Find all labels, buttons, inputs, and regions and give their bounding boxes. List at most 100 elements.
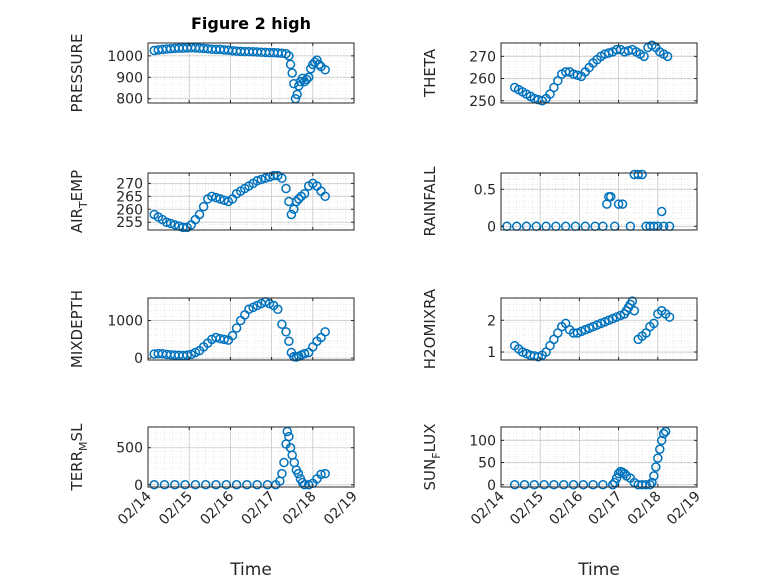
figure-title: Figure 2 high — [191, 14, 311, 33]
y-tick-label: 260 — [116, 202, 143, 218]
data-point — [649, 471, 659, 481]
data-point — [606, 191, 616, 202]
data-point — [549, 480, 559, 490]
subplot-4: 0 0.5 RAINFALL — [421, 166, 698, 236]
data-point — [320, 191, 330, 202]
data-point — [286, 209, 297, 220]
y-axis-label: SUNFLUX — [421, 424, 443, 491]
subplot-5: 0 1000 MIXDEPTH — [68, 290, 355, 368]
data-point — [170, 220, 180, 230]
data-point — [619, 468, 630, 479]
data-point — [656, 435, 667, 446]
data-point — [277, 319, 287, 330]
data-point — [658, 428, 669, 439]
data-point — [604, 48, 614, 58]
data-point — [170, 480, 180, 490]
data-point — [617, 199, 628, 209]
data-point — [211, 480, 221, 490]
data-point — [299, 188, 310, 199]
data-point — [655, 444, 665, 454]
data-point — [639, 51, 649, 62]
axes-box — [500, 426, 698, 488]
data-point — [653, 453, 663, 463]
data-point — [568, 480, 579, 490]
data-point — [260, 173, 271, 183]
data-point — [320, 327, 330, 337]
axes-box — [147, 42, 355, 104]
data-point — [293, 468, 304, 479]
data-point — [281, 183, 291, 194]
data-point — [572, 70, 583, 80]
y-tick-label: 0.5 — [474, 182, 496, 198]
y-tick-label: 250 — [469, 94, 496, 110]
data-point — [320, 468, 330, 479]
data-point — [641, 480, 651, 490]
data-point — [231, 480, 242, 490]
data-point — [178, 222, 188, 233]
y-tick-label: 270 — [469, 49, 496, 65]
data-point — [651, 462, 661, 472]
data-point — [662, 51, 673, 62]
data-point — [289, 78, 299, 89]
data-point — [303, 72, 314, 83]
data-point — [314, 59, 324, 70]
data-point — [299, 348, 310, 359]
axes-box — [147, 172, 355, 231]
y-tick-label: 900 — [116, 70, 143, 86]
data-point — [194, 209, 205, 220]
data-point — [281, 327, 291, 337]
data-point — [529, 480, 540, 490]
data-point — [215, 194, 225, 204]
data-point — [211, 192, 221, 203]
y-axis-label: AIRTEMP — [68, 170, 90, 233]
data-point — [292, 89, 302, 100]
y-tick-label: 500 — [116, 441, 143, 457]
data-point — [649, 318, 659, 329]
x-axis-label: Time — [577, 560, 620, 580]
data-point — [198, 201, 209, 212]
data-point — [252, 480, 262, 490]
data-point — [588, 480, 598, 490]
data-point — [231, 323, 242, 333]
y-tick-label: 2 — [487, 313, 496, 329]
data-point — [664, 312, 675, 322]
data-point — [277, 468, 287, 479]
data-point — [207, 191, 217, 202]
y-tick-label: 260 — [469, 72, 496, 88]
axes-box — [147, 426, 355, 488]
data-point — [291, 196, 302, 207]
data-point — [509, 480, 520, 490]
y-tick-label: 0 — [487, 478, 496, 494]
data-point — [200, 480, 211, 490]
data-point — [161, 217, 172, 227]
data-point — [190, 480, 201, 490]
data-point — [284, 51, 294, 61]
y-tick-label: 270 — [116, 176, 143, 192]
data-point — [165, 218, 176, 229]
data-point — [279, 457, 289, 468]
data-point — [256, 174, 267, 185]
y-tick-label: 255 — [116, 215, 143, 231]
data-point — [284, 431, 294, 442]
data-point — [268, 170, 279, 181]
y-tick-label: 50 — [478, 456, 496, 472]
y-tick-label: 265 — [116, 189, 143, 205]
subplot-2: 250 260 270 THETA — [421, 40, 698, 110]
y-tick-label: 1000 — [107, 49, 143, 65]
data-point — [219, 334, 229, 345]
y-axis-label: TERRMSL — [68, 423, 90, 492]
subplot-6: 1 2 H2OMIXRA — [421, 288, 698, 369]
data-point — [182, 350, 192, 360]
data-point — [633, 169, 643, 180]
y-axis-label: PRESSURE — [68, 34, 86, 113]
data-point — [273, 304, 283, 315]
y-tick-label: 800 — [116, 92, 143, 108]
data-point — [519, 480, 530, 490]
axes-box — [500, 297, 698, 361]
subplot-1: 800 900 1000 PRESSURE — [68, 34, 355, 113]
data-point — [285, 59, 296, 70]
y-axis-label: MIXDEPTH — [68, 290, 86, 368]
data-point — [316, 469, 326, 480]
